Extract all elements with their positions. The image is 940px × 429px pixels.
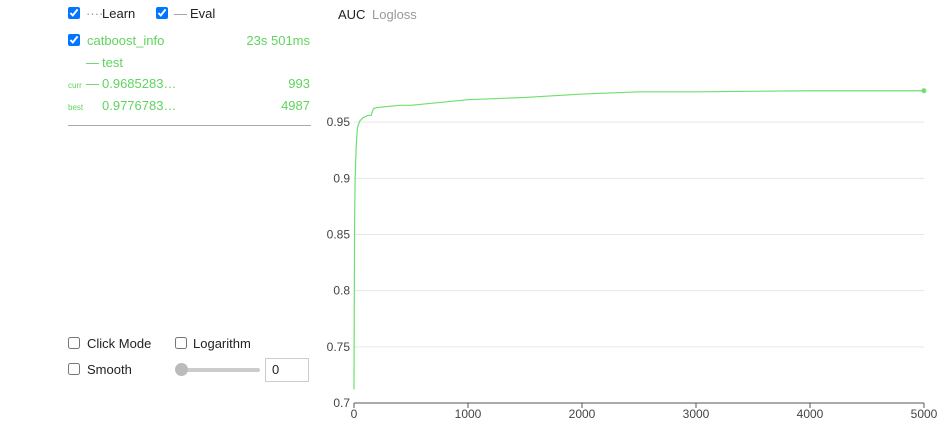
logarithm-checkbox[interactable] — [175, 337, 187, 349]
eval-dash: — — [174, 6, 187, 21]
y-tick-label: 0.8 — [333, 284, 350, 298]
click-mode-label[interactable]: Click Mode — [87, 336, 152, 351]
y-tick-label: 0.7 — [333, 396, 350, 410]
y-tick-label: 0.95 — [327, 115, 351, 129]
eval-checkbox[interactable] — [156, 7, 168, 19]
x-tick-label: 5000 — [911, 407, 938, 421]
x-tick-label: 0 — [351, 407, 358, 421]
y-tick-label: 0.75 — [327, 340, 351, 354]
curr-dash: — — [86, 76, 99, 91]
x-tick-label: 2000 — [569, 407, 596, 421]
curr-label: curr — [68, 81, 82, 90]
slider-knob[interactable] — [175, 363, 188, 376]
x-tick-label: 1000 — [455, 407, 482, 421]
best-label: best — [68, 103, 84, 112]
learn-dash: ···· — [86, 6, 104, 21]
series-name: test — [102, 55, 123, 70]
tab-auc[interactable]: AUC — [338, 7, 366, 22]
series-dash: — — [86, 55, 99, 70]
learn-checkbox[interactable] — [68, 7, 80, 19]
run-time: 23s 501ms — [246, 33, 310, 48]
learn-label[interactable]: Learn — [102, 6, 136, 21]
end-point — [921, 88, 927, 94]
series-line — [353, 90, 924, 390]
logarithm-label[interactable]: Logarithm — [193, 336, 251, 351]
smooth-checkbox[interactable] — [68, 363, 80, 375]
curr-value: 0.9685283… — [102, 76, 177, 91]
x-tick-label: 4000 — [797, 407, 824, 421]
divider — [68, 125, 311, 126]
x-tick-label: 3000 — [683, 407, 710, 421]
click-mode-checkbox[interactable] — [68, 337, 80, 349]
best-iteration: 4987 — [281, 98, 310, 113]
run-name: catboost_info — [87, 33, 165, 48]
slider-track[interactable] — [178, 368, 260, 372]
run-checkbox[interactable] — [68, 34, 80, 46]
y-tick-label: 0.9 — [333, 171, 350, 185]
smooth-input[interactable]: 0 — [265, 358, 309, 382]
tab-logloss[interactable]: Logloss — [372, 7, 417, 22]
y-tick-label: 0.85 — [327, 228, 351, 242]
smooth-label[interactable]: Smooth — [87, 362, 132, 377]
eval-label[interactable]: Eval — [190, 6, 216, 21]
curr-iteration: 993 — [288, 76, 310, 91]
best-value: 0.9776783… — [102, 98, 177, 113]
